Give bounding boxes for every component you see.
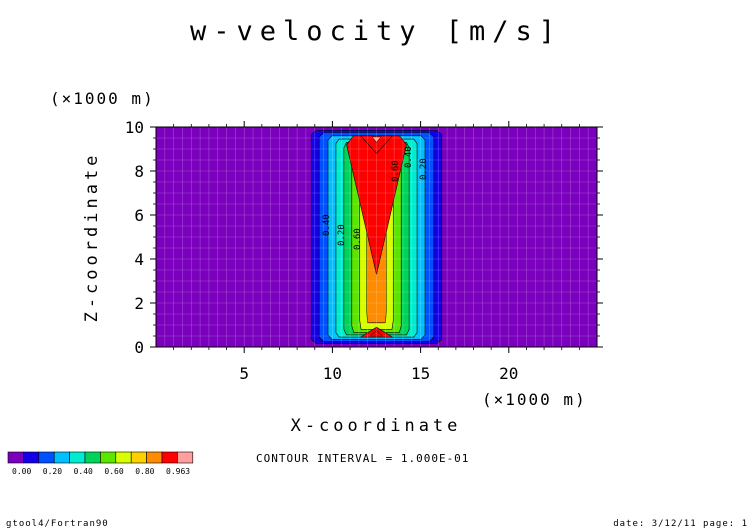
contour-label: 0.40 [322,214,332,236]
contour-band [369,330,384,337]
legend-swatch [69,451,86,464]
legend-tick-label: 0.40 [74,467,93,476]
legend-swatch [115,451,132,464]
legend-swatch [100,451,117,464]
x-tick-label: 10 [323,364,342,383]
legend-swatch [53,451,70,464]
contour-label: 0.20 [337,224,347,246]
y-tick-label: 0 [134,338,144,357]
y-tick-label: 10 [125,118,144,137]
y-unit-label: (×1000 m) [50,89,155,108]
legend-swatch [23,451,40,464]
x-tick-label: 20 [499,364,518,383]
contour-bands [310,130,443,344]
footer-date-page: date: 3/12/11 page: 1 [613,519,748,529]
legend-swatch [161,451,178,464]
legend-tick-label: 0.80 [135,467,154,476]
contour-label: 0.40 [404,146,414,168]
legend-tick-label: 0.963 [166,467,190,476]
y-tick-label: 4 [134,250,144,269]
legend-swatch [130,451,147,464]
grid-lines [156,127,597,347]
legend-tick-label: 0.60 [104,467,123,476]
y-axis-title: Z-coordinate [82,152,102,323]
legend-swatch [146,451,163,464]
legend-tick-label: 0.00 [12,467,31,476]
contour-label: 0.60 [353,228,363,250]
legend-tick-label: 0.20 [43,467,62,476]
x-axis: 5 10 15 20 [173,121,580,383]
y-axis: 0 2 4 6 8 10 [125,118,603,357]
x-axis-title: X-coordinate [291,416,462,436]
contour-band [359,135,394,154]
legend-swatch [177,451,194,464]
contour-band [371,136,382,143]
footer-program: gtool4/Fortran90 [6,519,109,529]
y-tick-label: 2 [134,294,144,313]
y-tick-label: 6 [134,206,144,225]
color-legend: 0.00 0.20 0.40 0.60 0.80 0.963 [7,451,194,476]
y-tick-label: 8 [134,162,144,181]
contour-band [346,135,407,338]
x-tick-label: 15 [411,364,430,383]
contour-interval-text: CONTOUR INTERVAL = 1.000E-01 [256,452,469,465]
contour-label: 0.60 [391,160,401,182]
contour-label: 0.20 [419,158,429,180]
x-tick-label: 5 [239,364,249,383]
legend-swatch [84,451,101,464]
contour-labels: 0.40 0.20 0.60 0.60 0.40 0.20 [322,146,429,250]
x-unit-label: (×1000 m) [482,390,587,409]
legend-swatch [7,451,24,464]
chart-title: w-velocity [m/s] [190,16,562,47]
legend-swatch [38,451,55,464]
